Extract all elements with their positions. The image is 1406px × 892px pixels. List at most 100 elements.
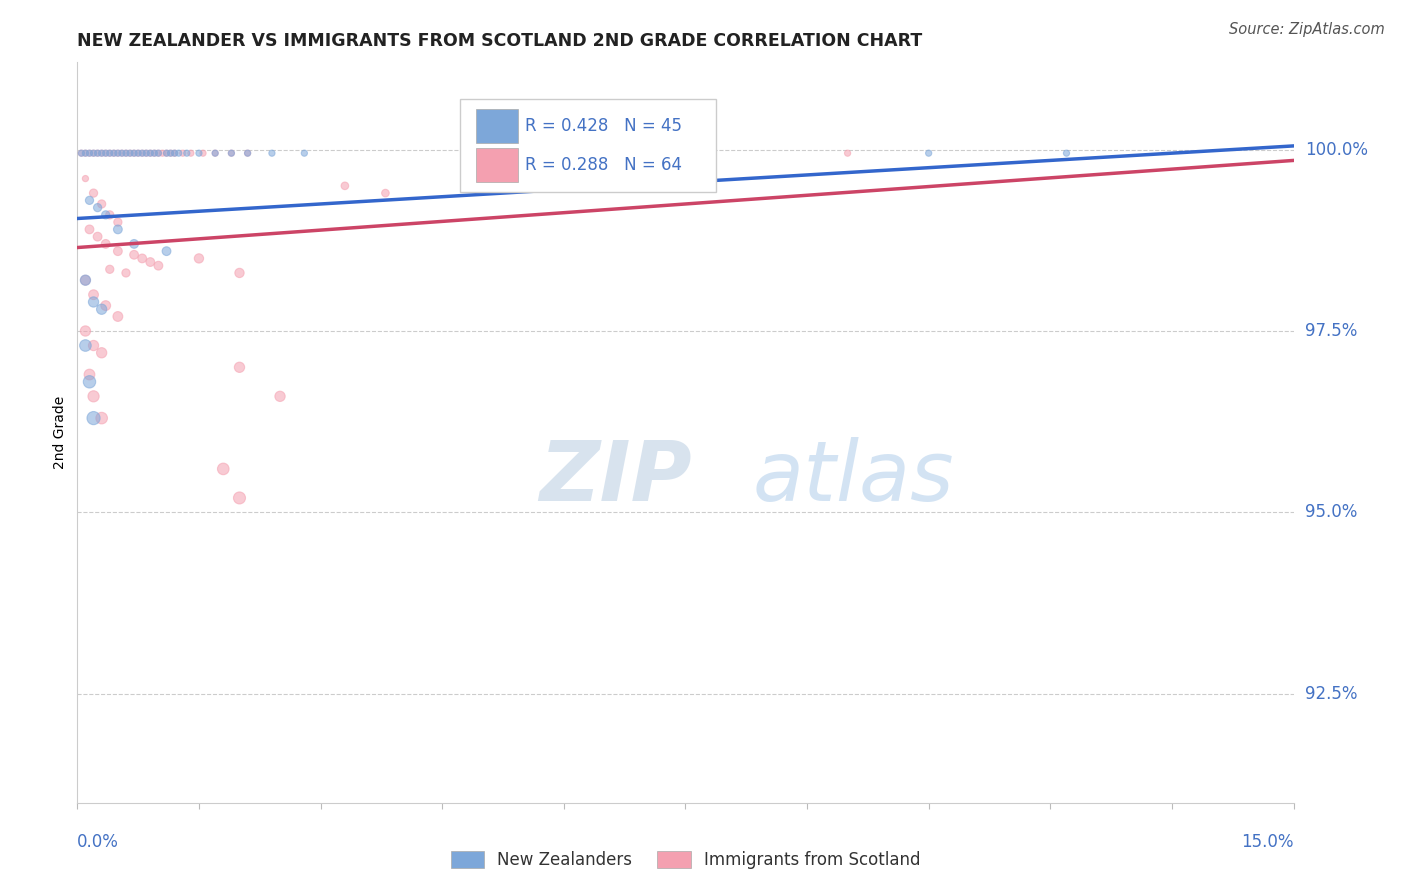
Point	[83, 287, 105, 301]
Point	[155, 244, 177, 259]
Point	[83, 146, 105, 161]
Point	[918, 146, 941, 161]
Point	[155, 146, 177, 161]
Point	[837, 146, 859, 161]
FancyBboxPatch shape	[460, 99, 716, 192]
Text: 92.5%: 92.5%	[1305, 685, 1357, 703]
Point	[98, 146, 121, 161]
Text: 0.0%: 0.0%	[77, 833, 120, 851]
Text: Source: ZipAtlas.com: Source: ZipAtlas.com	[1229, 22, 1385, 37]
Text: 95.0%: 95.0%	[1305, 503, 1357, 522]
Text: ZIP: ZIP	[540, 436, 692, 517]
Point	[90, 146, 112, 161]
Point	[107, 244, 129, 259]
Point	[75, 273, 97, 287]
Point	[115, 146, 138, 161]
Point	[83, 295, 105, 310]
Point	[1056, 146, 1078, 161]
Point	[135, 146, 157, 161]
Point	[122, 248, 145, 262]
Point	[111, 146, 134, 161]
Point	[103, 146, 125, 161]
Point	[83, 186, 105, 200]
Point	[204, 146, 226, 161]
Point	[139, 255, 162, 269]
Point	[90, 146, 112, 161]
FancyBboxPatch shape	[477, 109, 517, 143]
Point	[86, 229, 108, 244]
Point	[236, 146, 259, 161]
Point	[98, 208, 121, 222]
Point	[83, 338, 105, 352]
Point	[180, 146, 202, 161]
Point	[79, 368, 101, 382]
Point	[90, 345, 112, 359]
Point	[107, 222, 129, 236]
Point	[94, 299, 117, 313]
Point	[79, 222, 101, 236]
Point	[90, 411, 112, 425]
Point	[94, 146, 117, 161]
Point	[292, 146, 315, 161]
Point	[228, 491, 250, 505]
Point	[221, 146, 243, 161]
Point	[79, 194, 101, 208]
Point	[122, 236, 145, 251]
Point	[152, 146, 174, 161]
Point	[94, 208, 117, 222]
Point	[75, 338, 97, 352]
Point	[260, 146, 283, 161]
Point	[94, 236, 117, 251]
Point	[70, 146, 93, 161]
Point	[135, 146, 157, 161]
Point	[148, 146, 170, 161]
Point	[143, 146, 166, 161]
Point	[107, 310, 129, 324]
Point	[228, 360, 250, 375]
Point	[163, 146, 186, 161]
Point	[79, 146, 101, 161]
Point	[75, 273, 97, 287]
Point	[127, 146, 149, 161]
Point	[143, 146, 166, 161]
Point	[111, 146, 134, 161]
Point	[107, 146, 129, 161]
Text: 100.0%: 100.0%	[1305, 141, 1368, 159]
Point	[75, 146, 97, 161]
Point	[131, 146, 153, 161]
Text: 15.0%: 15.0%	[1241, 833, 1294, 851]
Point	[75, 146, 97, 161]
Point	[269, 389, 291, 403]
Point	[83, 389, 105, 403]
Point	[103, 146, 125, 161]
Point	[221, 146, 243, 161]
Point	[191, 146, 214, 161]
Point	[139, 146, 162, 161]
Point	[228, 266, 250, 280]
Point	[127, 146, 149, 161]
Text: atlas: atlas	[752, 436, 953, 517]
Point	[139, 146, 162, 161]
Point	[333, 178, 356, 193]
Point	[122, 146, 145, 161]
Point	[115, 266, 138, 280]
Point	[204, 146, 226, 161]
Point	[236, 146, 259, 161]
Point	[118, 146, 141, 161]
Point	[75, 324, 97, 338]
FancyBboxPatch shape	[477, 148, 517, 182]
Point	[118, 146, 141, 161]
Point	[148, 146, 170, 161]
Point	[131, 146, 153, 161]
Point	[94, 146, 117, 161]
Text: NEW ZEALANDER VS IMMIGRANTS FROM SCOTLAND 2ND GRADE CORRELATION CHART: NEW ZEALANDER VS IMMIGRANTS FROM SCOTLAN…	[77, 32, 922, 50]
Point	[163, 146, 186, 161]
Point	[155, 146, 177, 161]
Point	[167, 146, 190, 161]
Point	[107, 215, 129, 229]
Point	[86, 146, 108, 161]
Point	[159, 146, 181, 161]
Point	[98, 262, 121, 277]
Point	[70, 146, 93, 161]
Y-axis label: 2nd Grade: 2nd Grade	[53, 396, 67, 469]
